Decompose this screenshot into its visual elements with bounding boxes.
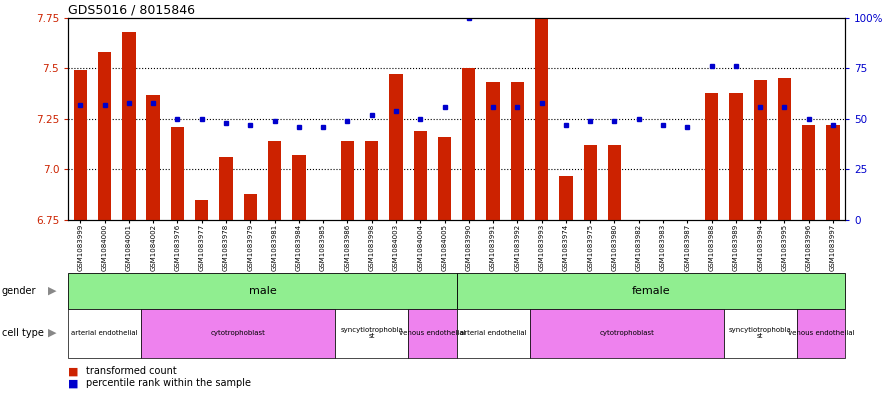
Text: female: female (632, 286, 670, 296)
Bar (457, 309, 529, 358)
Bar (753, 81, 767, 220)
Bar (98, 52, 112, 220)
Text: ▶: ▶ (48, 286, 57, 296)
Bar (802, 125, 815, 220)
Bar (219, 157, 233, 220)
Bar (146, 95, 160, 220)
Bar (457, 273, 845, 309)
Text: syncytiotrophobla
st: syncytiotrophobla st (341, 327, 403, 339)
Bar (632, 220, 645, 226)
Bar (796, 309, 845, 358)
Bar (657, 220, 670, 234)
Bar (681, 220, 694, 236)
Bar (511, 83, 524, 220)
Bar (141, 309, 335, 358)
Bar (335, 309, 408, 358)
Bar (341, 141, 354, 220)
Bar (365, 141, 379, 220)
Bar (317, 220, 330, 240)
Text: venous endothelial: venous endothelial (399, 330, 466, 336)
Bar (608, 145, 621, 220)
Bar (268, 141, 281, 220)
Bar (583, 145, 596, 220)
Bar (413, 131, 427, 220)
Text: venous endothelial: venous endothelial (788, 330, 854, 336)
Text: cell type: cell type (2, 328, 43, 338)
Bar (389, 74, 403, 220)
Bar (778, 78, 791, 220)
Text: percentile rank within the sample: percentile rank within the sample (86, 378, 250, 388)
Text: arterial endothelial: arterial endothelial (460, 330, 527, 336)
Bar (438, 137, 451, 220)
Text: arterial endothelial: arterial endothelial (72, 330, 138, 336)
Bar (122, 32, 135, 220)
Bar (535, 2, 549, 220)
Bar (73, 70, 87, 220)
Text: cytotrophoblast: cytotrophoblast (211, 330, 266, 336)
Text: male: male (249, 286, 276, 296)
Bar (292, 155, 305, 220)
Text: ▶: ▶ (48, 328, 57, 338)
Text: syncytiotrophobla
st: syncytiotrophobla st (729, 327, 791, 339)
Bar (827, 125, 840, 220)
Bar (724, 309, 796, 358)
Text: ■: ■ (68, 378, 79, 388)
Text: GDS5016 / 8015846: GDS5016 / 8015846 (68, 4, 196, 17)
Bar (462, 68, 475, 220)
Bar (729, 93, 743, 220)
Bar (171, 127, 184, 220)
Bar (559, 176, 573, 220)
Bar (705, 93, 719, 220)
Bar (195, 200, 208, 220)
Bar (487, 83, 500, 220)
Bar (68, 273, 457, 309)
Text: gender: gender (2, 286, 36, 296)
Bar (243, 194, 257, 220)
Bar (68, 309, 141, 358)
Text: ■: ■ (68, 366, 79, 376)
Text: transformed count: transformed count (86, 366, 177, 376)
Text: cytotrophoblast: cytotrophoblast (599, 330, 654, 336)
Bar (529, 309, 724, 358)
Bar (408, 309, 457, 358)
